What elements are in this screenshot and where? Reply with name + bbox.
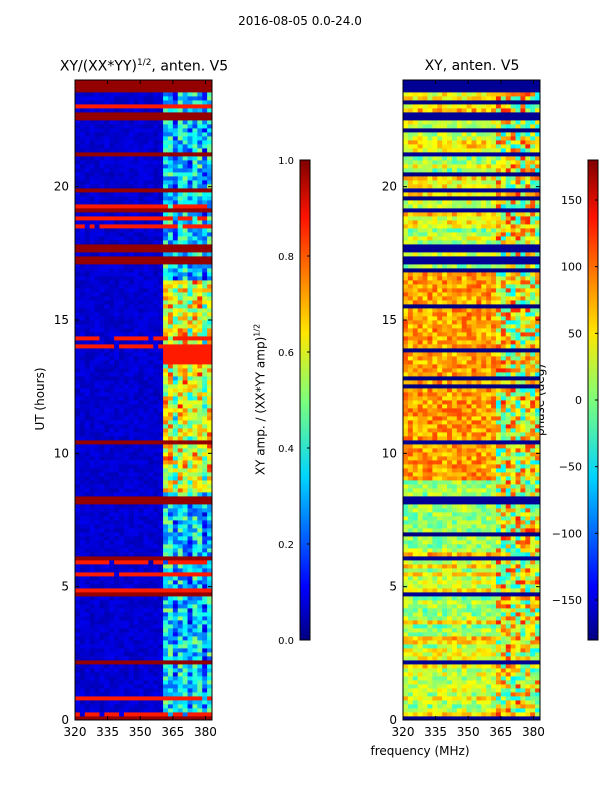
amp-cb-tick-label-3: 0.6 [278, 348, 294, 359]
phase-ytick-label-0: 0 [389, 713, 397, 727]
phase-heatmap [403, 80, 541, 721]
amp-frame [74, 79, 213, 721]
phase-ytick-label-3: 15 [382, 313, 397, 327]
axes-layer: 0 5 10 15 20 320 335 350 365 380 0 5 10 15 20 320 335 350… [54, 79, 599, 739]
phase-panel-title: XY, anten. V5 [424, 58, 520, 74]
amp-xtick-label-2: 350 [129, 725, 152, 739]
phase-xtick-label-2: 350 [457, 725, 480, 739]
amp-ytick-label-3: 15 [54, 313, 69, 327]
amp-title-tail: , anten. V5 [151, 58, 229, 75]
amp-cb-tick-label-0: 0.0 [278, 636, 294, 647]
amp-cb-tick-label-2: 0.4 [278, 444, 294, 455]
amp-title-sup: 1/2 [136, 58, 152, 68]
phase-ytick-label-1: 5 [389, 580, 397, 594]
amp-ytick-label-2: 10 [54, 446, 69, 460]
phase-ytick-label-4: 20 [382, 180, 397, 194]
phase-frame [402, 79, 541, 721]
phase-xtick-label-4: 380 [522, 725, 545, 739]
phase-cb-tick-label-4: 50 [568, 327, 582, 340]
amp-cb-tick-label-5: 1.0 [278, 156, 294, 167]
phase-xtick-label-0: 320 [392, 725, 415, 739]
phase-xtick-label-3: 365 [489, 725, 512, 739]
amp-xtick-label-0: 320 [64, 725, 87, 739]
amp-ytick-label-4: 20 [54, 180, 69, 194]
phase-xtick-label-1: 335 [424, 725, 447, 739]
amp-xtick-label-1: 335 [96, 725, 119, 739]
phase-cb-tick-label-2: −50 [559, 461, 582, 474]
phase-cb-tick-label-1: −100 [552, 527, 582, 540]
phase-cb-tick-label-6: 150 [561, 194, 582, 207]
amp-ytick-label-1: 5 [61, 580, 69, 594]
x-axis-label: frequency (MHz) [370, 744, 470, 758]
amp-heatmap [75, 80, 213, 721]
amp-cb-tick-label-4: 0.8 [278, 252, 294, 263]
amp-title-main: XY/(XX*YY) [59, 58, 137, 75]
phase-cb-tick-label-5: 100 [561, 261, 582, 274]
amp-ytick-label-0: 0 [61, 713, 69, 727]
amp-xtick-label-4: 380 [194, 725, 217, 739]
phase-cb-tick-label-0: −150 [552, 594, 582, 607]
amp-xtick-label-3: 365 [161, 725, 184, 739]
amp-panel-title: XY/(XX*YY)1/2, anten. V5 [44, 58, 244, 75]
amp-cb-tick-label-1: 0.2 [278, 540, 294, 551]
figure-suptitle: 2016-08-05 0.0-24.0 [238, 14, 362, 28]
phase-cb-tick-label-3: 0 [575, 394, 582, 407]
amp-colorbar [299, 159, 311, 641]
phase-ytick-label-2: 10 [382, 446, 397, 460]
